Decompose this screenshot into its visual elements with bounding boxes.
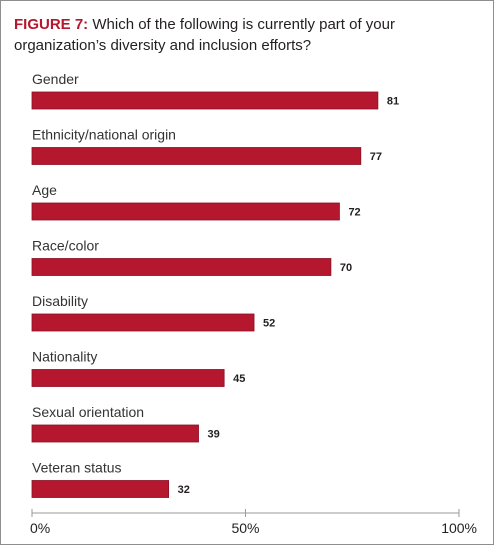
bar (31, 202, 340, 221)
figure-label: FIGURE 7: (14, 16, 89, 33)
value-label: 81 (387, 96, 399, 108)
value-label: 72 (348, 207, 360, 219)
value-label: 32 (178, 484, 190, 496)
category-label: Veteran status (32, 460, 122, 476)
value-label: 70 (340, 262, 352, 274)
bar (31, 480, 170, 498)
x-tick-label: 50% (231, 520, 259, 536)
bar (31, 258, 332, 276)
category-label: Race/color (32, 238, 99, 254)
figure-header: FIGURE 7: Which of the following is curr… (14, 14, 484, 56)
value-label: 39 (208, 429, 220, 441)
value-label: 77 (370, 151, 382, 163)
bar (31, 369, 225, 387)
category-label: Gender (32, 71, 79, 87)
value-label: 52 (263, 318, 275, 330)
x-tick-label: 100% (441, 520, 477, 536)
category-label: Sexual orientation (32, 404, 144, 420)
bar (31, 147, 362, 165)
category-label: Nationality (32, 349, 97, 365)
bar (31, 91, 379, 110)
category-label: Ethnicity/national origin (32, 127, 176, 143)
figure-question: Which of the following is currently part… (14, 16, 395, 54)
category-label: Disability (32, 293, 88, 309)
value-label: 45 (233, 373, 245, 385)
bar (31, 313, 255, 332)
bar (31, 424, 199, 443)
category-label: Age (32, 182, 57, 198)
x-axis: 0% 50% 100% (30, 509, 477, 536)
bars-layer: Gender 81 Ethnicity/national origin 77 Age 72… (31, 71, 399, 498)
x-tick-label: 0% (30, 520, 50, 536)
